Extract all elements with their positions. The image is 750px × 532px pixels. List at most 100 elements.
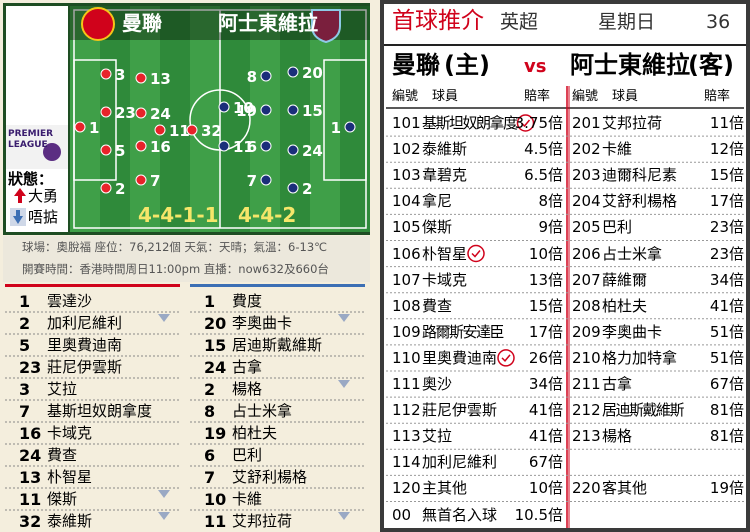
bet-odds: 13倍 xyxy=(528,270,563,289)
pitch-stripe xyxy=(130,6,160,232)
bet-number: 106 xyxy=(392,244,421,263)
bet-number: 108 xyxy=(392,296,421,315)
logo-text: LEAGUE xyxy=(8,140,48,150)
bet-player: 李奧曲卡 xyxy=(602,322,663,341)
bet-odds: 51倍 xyxy=(709,348,744,367)
shirt-number: 11 xyxy=(204,512,227,531)
match-info: 開賽時間：香港時間周日11:00pm 直播：now632及660台 xyxy=(22,262,329,276)
bet-odds: 15倍 xyxy=(709,166,744,185)
bet-odds: 10.5倍 xyxy=(514,505,563,524)
shirt-number: 10 xyxy=(204,490,227,509)
bet-odds: 4.5倍 xyxy=(524,140,563,159)
bet-player: 拿尼 xyxy=(422,192,453,211)
column-header: 編號 xyxy=(572,89,599,104)
player-number: 13 xyxy=(150,70,171,88)
status-label: 狀態： xyxy=(8,170,54,188)
player-dot xyxy=(135,72,147,84)
status-down: 唔掂 xyxy=(28,208,59,226)
bet-odds: 9倍 xyxy=(538,218,563,237)
player-number: 5 xyxy=(115,142,125,160)
tips-grid xyxy=(386,86,744,528)
bet-odds: 8倍 xyxy=(538,192,563,211)
bet-number: 112 xyxy=(392,401,421,420)
bet-odds: 41倍 xyxy=(528,401,563,420)
bet-odds: 51倍 xyxy=(709,322,744,341)
player-dot xyxy=(218,140,230,152)
bet-number: 213 xyxy=(572,427,601,446)
player-name: 古拿 xyxy=(232,358,263,376)
pitch-stripe xyxy=(190,6,220,232)
player-name: 莊尼伊雲斯 xyxy=(47,358,123,376)
bet-odds: 17倍 xyxy=(709,192,744,211)
player-name: 占士米拿 xyxy=(232,402,293,420)
bet-number: 201 xyxy=(572,114,601,132)
bet-odds: 67倍 xyxy=(528,453,563,472)
bet-odds: 19倍 xyxy=(709,479,744,498)
sub-arrow xyxy=(338,380,350,388)
sub-arrow xyxy=(158,512,170,520)
shirt-number: 2 xyxy=(204,380,216,399)
bet-odds: 10倍 xyxy=(528,244,563,263)
player-dot xyxy=(100,68,112,80)
bet-player: 費查 xyxy=(422,296,453,315)
info-band xyxy=(3,236,370,282)
player-name: 巴利 xyxy=(232,446,263,464)
pick-mark xyxy=(467,244,485,263)
player-number: 20 xyxy=(302,64,323,82)
bet-odds: 15倍 xyxy=(528,296,563,315)
bet-odds: 81倍 xyxy=(709,427,744,446)
player-dot xyxy=(100,106,112,118)
bet-player: 朴智星 xyxy=(422,244,468,263)
bet-player: 艾舒利楊格 xyxy=(602,192,678,211)
player-dot xyxy=(260,104,272,116)
shirt-number: 19 xyxy=(204,424,227,443)
shirt-number: 23 xyxy=(19,358,42,377)
bet-odds: 12倍 xyxy=(709,140,744,159)
player-name: 卡維 xyxy=(232,490,263,508)
player-name: 加利尼維利 xyxy=(47,314,123,332)
bet-number: 220 xyxy=(572,479,601,498)
player-number: 6 xyxy=(247,138,257,156)
player-number: 24 xyxy=(302,142,323,160)
player-dot xyxy=(218,101,230,113)
bet-odds: 41倍 xyxy=(528,427,563,446)
bet-number: 207 xyxy=(572,270,601,289)
bet-odds: 23倍 xyxy=(709,244,744,263)
player-dot xyxy=(186,124,198,136)
pitch-stripe xyxy=(70,6,100,232)
pick-mark xyxy=(497,349,515,367)
tips-day: 星期日 xyxy=(598,11,656,33)
bet-odds: 26倍 xyxy=(528,348,563,367)
player-number: 19 xyxy=(236,102,257,120)
bet-number: 101 xyxy=(392,114,421,132)
shirt-number: 24 xyxy=(204,358,227,377)
sub-arrow xyxy=(338,314,350,322)
player-dot xyxy=(260,70,272,82)
shirt-number: 13 xyxy=(19,468,42,487)
player-number: 7 xyxy=(247,172,257,190)
tips-away-tag: (客) xyxy=(688,51,734,79)
shirt-number: 32 xyxy=(19,512,42,531)
pitch-stripe xyxy=(250,6,280,232)
bet-player: 占士米拿 xyxy=(602,244,663,263)
tips-title: 首球推介 xyxy=(392,8,484,34)
pitch-stripe xyxy=(220,6,250,232)
shirt-number: 15 xyxy=(204,336,227,355)
bet-number: 109 xyxy=(392,322,421,341)
pick-mark xyxy=(501,354,511,363)
player-dot xyxy=(260,140,272,152)
player-dot xyxy=(135,174,147,186)
shirt-number: 11 xyxy=(19,490,42,509)
shirt-number: 3 xyxy=(19,380,31,399)
bet-number: 211 xyxy=(572,375,601,393)
shirt-number: 6 xyxy=(204,446,216,465)
bet-number: 208 xyxy=(572,296,601,315)
pick-mark xyxy=(471,250,481,258)
away-crest xyxy=(311,9,341,44)
home-crest xyxy=(81,7,115,41)
bet-number: 205 xyxy=(572,218,601,237)
sub-arrows xyxy=(158,314,350,520)
bet-player: 里奧費迪南 xyxy=(422,348,498,367)
bet-odds: 11倍 xyxy=(709,114,744,132)
